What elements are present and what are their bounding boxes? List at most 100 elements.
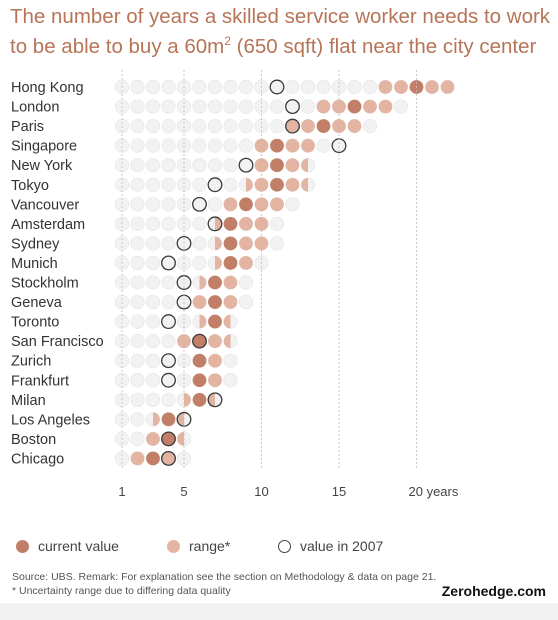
value-2007-dot (207, 216, 223, 232)
title-line-2-start: to be able to buy a 60m (10, 34, 225, 58)
current-value-dot (239, 197, 253, 212)
empty-dot (161, 236, 176, 251)
city-label: Sydney (11, 236, 60, 252)
city-row: Singapore (11, 138, 347, 155)
empty-dot (145, 79, 161, 95)
empty-dot (161, 138, 176, 153)
empty-dot (145, 197, 161, 212)
empty-dot (114, 334, 130, 349)
empty-dot (393, 99, 409, 114)
city-label: Zurich (11, 354, 51, 370)
chart-title: The number of years a skilled service wo… (10, 4, 550, 59)
empty-dot (130, 334, 145, 349)
range-half-dot (177, 412, 184, 427)
range-dot (223, 197, 238, 212)
empty-dot (269, 99, 285, 114)
city-row: Boston (11, 431, 192, 448)
empty-dot (145, 118, 161, 134)
empty-dot (207, 79, 223, 95)
current-value-dot (347, 99, 362, 114)
range-dot (223, 275, 238, 290)
empty-dot (192, 177, 207, 192)
value-2007-dot (161, 255, 176, 271)
city-row: Vancouver (11, 196, 300, 213)
current-value-dot (192, 373, 207, 388)
range-dot (378, 99, 393, 114)
range-dot (239, 256, 253, 270)
city-label: Amsterdam (11, 217, 85, 233)
city-label: Chicago (11, 451, 64, 467)
empty-dot (192, 118, 207, 134)
range-half-dot (301, 158, 308, 172)
empty-dot (130, 431, 145, 447)
empty-dot (161, 158, 176, 173)
empty-dot (238, 138, 254, 153)
bottom-strip (0, 603, 558, 620)
range-half-dot (215, 236, 222, 251)
range-dot (270, 197, 284, 212)
empty-dot (238, 118, 254, 134)
empty-dot (192, 255, 207, 271)
city-row: Los Angeles (11, 411, 192, 428)
empty-dot (316, 138, 331, 153)
empty-dot (145, 255, 161, 271)
empty-dot (130, 79, 145, 95)
range-dot (146, 432, 160, 446)
city-row: Paris (11, 118, 378, 135)
range-dot (254, 138, 269, 153)
city-label: Geneva (11, 295, 63, 311)
x-tick-label: 5 (180, 484, 187, 499)
city-label: Tokyo (11, 178, 49, 194)
city-label: Boston (11, 432, 56, 448)
empty-dot (285, 197, 300, 212)
x-tick-label: 15 (332, 484, 346, 499)
source-note: Source: UBS. Remark: For explanation see… (12, 571, 437, 583)
city-label: Vancouver (11, 197, 79, 213)
range-dot (394, 80, 408, 94)
legend-2007-swatch (278, 539, 291, 553)
empty-dot (269, 216, 285, 231)
empty-dot (145, 373, 161, 388)
range-dot (301, 119, 315, 133)
city-label: Los Angeles (11, 412, 90, 428)
empty-dot (223, 353, 238, 368)
empty-dot (130, 353, 145, 368)
city-row: Sydney (11, 235, 285, 252)
empty-dot (207, 118, 223, 134)
empty-dot (130, 314, 145, 329)
city-row: Toronto (11, 314, 238, 331)
empty-dot (300, 79, 316, 95)
empty-dot (130, 197, 145, 212)
legend-2007-label: value in 2007 (300, 538, 384, 554)
range-half-dot (184, 393, 191, 407)
range-half-dot (199, 314, 207, 329)
value-2007-dot (192, 333, 207, 349)
value-2007-dot (285, 118, 300, 134)
empty-dot (238, 294, 254, 310)
legend-range-swatch (167, 539, 180, 553)
empty-dot (130, 275, 145, 290)
empty-dot (145, 314, 161, 329)
empty-dot (145, 275, 161, 290)
value-2007-dot (161, 372, 176, 388)
empty-dot (207, 138, 223, 153)
range-half-dot (223, 314, 231, 329)
city-row: Geneva (11, 294, 254, 311)
current-value-dot (223, 236, 238, 251)
value-2007-dot (238, 157, 254, 173)
empty-dot (192, 79, 207, 95)
range-dot (192, 295, 207, 309)
city-row: Amsterdam (11, 216, 285, 233)
range-dot (223, 295, 238, 309)
x-tick-label: 10 (254, 484, 268, 499)
range-dot (254, 197, 269, 212)
empty-dot (223, 138, 238, 153)
empty-dot (161, 334, 176, 349)
empty-dot (161, 275, 176, 290)
value-2007-dot (161, 314, 176, 330)
legend-current-swatch (16, 539, 29, 553)
range-dot (161, 451, 176, 466)
current-value-dot (192, 353, 207, 368)
range-half-dot (208, 393, 215, 407)
city-label: Paris (11, 119, 44, 135)
